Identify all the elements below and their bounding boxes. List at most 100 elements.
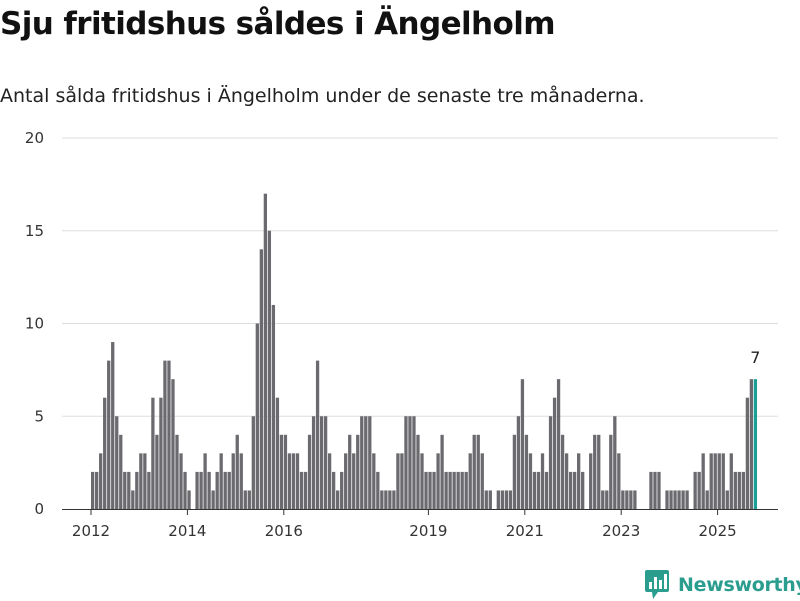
bar	[143, 453, 147, 509]
bar	[540, 453, 545, 509]
bar	[496, 490, 500, 509]
x-tick-label: 2025	[699, 522, 737, 540]
bar	[512, 434, 517, 509]
bar	[131, 490, 135, 509]
bar	[484, 490, 488, 509]
bar	[552, 397, 557, 509]
bar	[416, 434, 420, 509]
newsworthy-logo: Newsworthy	[644, 569, 800, 601]
bar	[344, 453, 348, 509]
bar	[356, 434, 360, 509]
highlight-bar	[753, 379, 758, 509]
bar	[669, 490, 673, 509]
bar	[227, 471, 231, 509]
bar	[589, 453, 593, 509]
bar	[235, 434, 239, 509]
bar	[332, 471, 336, 509]
bar	[267, 230, 272, 509]
bar	[601, 490, 605, 509]
bar	[127, 471, 131, 509]
bar	[633, 490, 637, 509]
bar	[275, 397, 280, 509]
bar	[255, 323, 259, 509]
bar	[609, 434, 613, 509]
bar	[223, 471, 227, 509]
bar	[717, 453, 721, 509]
bar	[323, 416, 328, 509]
x-tick-label: 2014	[168, 522, 206, 540]
bar	[440, 434, 444, 509]
bar	[697, 471, 701, 509]
bar	[621, 490, 625, 509]
bar	[111, 342, 115, 509]
bar	[428, 471, 432, 509]
bar	[251, 416, 255, 509]
bar	[516, 416, 521, 509]
bar	[336, 490, 340, 509]
bar	[151, 397, 155, 509]
bar	[721, 453, 725, 509]
bar	[408, 416, 412, 509]
bar	[368, 416, 372, 509]
bar	[183, 471, 187, 509]
bar	[115, 416, 119, 509]
bar	[745, 397, 750, 509]
bar	[500, 490, 504, 509]
bar	[713, 453, 717, 509]
x-tick-label: 2012	[72, 522, 110, 540]
bar	[705, 490, 709, 509]
y-tick-label: 15	[25, 222, 44, 240]
bar	[456, 471, 460, 509]
bar	[219, 453, 223, 509]
bar	[472, 434, 476, 509]
bar	[247, 490, 251, 509]
y-tick-label: 0	[34, 500, 44, 518]
bar	[291, 453, 296, 509]
last-value-label: 7	[750, 348, 760, 367]
x-tick-label: 2016	[265, 522, 303, 540]
bar	[327, 453, 332, 509]
bar	[123, 471, 127, 509]
bar	[673, 490, 677, 509]
y-tick-label: 5	[34, 407, 44, 425]
bar	[271, 304, 276, 509]
bar	[239, 453, 243, 509]
bar	[613, 416, 617, 509]
bar	[139, 453, 143, 509]
bar	[464, 471, 468, 509]
bar	[372, 453, 376, 509]
bar	[287, 453, 292, 509]
bar	[617, 453, 621, 509]
bar	[231, 453, 235, 509]
bar	[432, 471, 436, 509]
x-tick-label: 2019	[409, 522, 447, 540]
bar	[725, 490, 729, 509]
bar	[155, 434, 159, 509]
bar	[107, 360, 111, 509]
bar	[424, 471, 428, 509]
bar	[749, 379, 754, 509]
bar	[420, 453, 424, 509]
bar	[548, 416, 553, 509]
bar	[352, 453, 356, 509]
bar	[348, 434, 352, 509]
bar	[528, 453, 533, 509]
bar	[665, 490, 669, 509]
bar	[577, 453, 581, 509]
bar	[376, 471, 380, 509]
bar	[452, 471, 456, 509]
bar	[448, 471, 452, 509]
bar	[199, 471, 203, 509]
bar	[243, 490, 247, 509]
bar	[436, 453, 440, 509]
bar	[135, 471, 139, 509]
bar	[175, 434, 179, 509]
bar	[412, 416, 416, 509]
bar	[215, 471, 219, 509]
bar	[536, 471, 541, 509]
bar	[544, 471, 549, 509]
bar	[629, 490, 633, 509]
bar	[653, 471, 657, 509]
bar	[532, 471, 537, 509]
bar	[95, 471, 99, 509]
